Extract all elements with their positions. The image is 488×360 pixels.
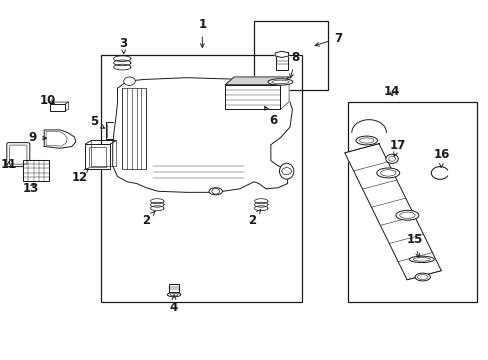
Bar <box>122 88 146 170</box>
Ellipse shape <box>355 136 377 145</box>
Text: 2: 2 <box>142 211 155 227</box>
Text: 10: 10 <box>40 94 56 107</box>
Text: 2: 2 <box>247 210 260 227</box>
Ellipse shape <box>414 273 429 281</box>
Text: 1: 1 <box>198 18 206 48</box>
Ellipse shape <box>376 168 399 178</box>
Text: 12: 12 <box>71 168 88 184</box>
Bar <box>85 144 110 170</box>
Ellipse shape <box>170 293 178 296</box>
Circle shape <box>123 77 135 85</box>
Bar <box>347 102 476 302</box>
Circle shape <box>211 189 219 194</box>
Text: 15: 15 <box>406 233 422 257</box>
Bar <box>50 104 65 111</box>
Polygon shape <box>112 78 292 192</box>
Ellipse shape <box>359 138 373 143</box>
Polygon shape <box>275 51 288 58</box>
Text: 11: 11 <box>0 158 17 171</box>
Text: 14: 14 <box>383 85 400 98</box>
Text: 8: 8 <box>289 51 299 78</box>
Circle shape <box>281 168 291 175</box>
Ellipse shape <box>279 163 293 179</box>
Polygon shape <box>225 77 288 85</box>
Bar <box>169 284 179 292</box>
Text: 3: 3 <box>120 37 127 54</box>
Text: 6: 6 <box>264 106 277 127</box>
Polygon shape <box>225 85 280 109</box>
Bar <box>23 160 49 181</box>
Ellipse shape <box>412 258 429 261</box>
Ellipse shape <box>167 293 181 297</box>
Text: 13: 13 <box>23 182 40 195</box>
Circle shape <box>388 156 395 161</box>
Ellipse shape <box>408 256 433 262</box>
Text: 16: 16 <box>433 148 449 167</box>
Ellipse shape <box>395 210 418 220</box>
Ellipse shape <box>267 79 292 85</box>
Bar <box>101 55 302 302</box>
Polygon shape <box>280 77 288 109</box>
FancyBboxPatch shape <box>7 143 30 167</box>
Circle shape <box>385 154 398 163</box>
Polygon shape <box>44 130 76 148</box>
Bar <box>89 147 106 167</box>
Text: 4: 4 <box>170 295 178 314</box>
Ellipse shape <box>271 80 288 84</box>
Text: 17: 17 <box>389 139 405 156</box>
Ellipse shape <box>380 170 395 176</box>
Text: 7: 7 <box>315 32 341 46</box>
Polygon shape <box>344 144 441 280</box>
Bar <box>276 56 287 69</box>
Bar <box>254 21 328 90</box>
Ellipse shape <box>208 188 222 195</box>
Ellipse shape <box>417 275 427 279</box>
Text: 5: 5 <box>90 115 104 128</box>
Text: 9: 9 <box>28 131 46 144</box>
Ellipse shape <box>399 212 414 219</box>
